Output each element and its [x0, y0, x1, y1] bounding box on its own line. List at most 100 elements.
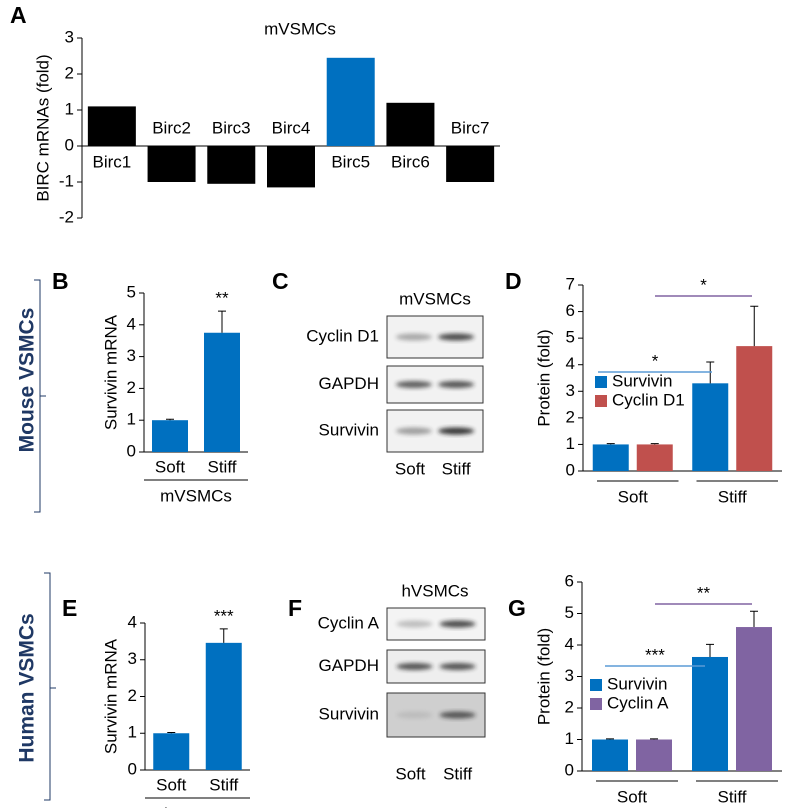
y-tick-label: 1 [565, 729, 574, 748]
panel-label: B [52, 268, 69, 294]
significance: *** [645, 645, 665, 664]
blot-band [439, 711, 476, 719]
x-tick-label: Stiff [209, 775, 238, 794]
bar-label: Birc6 [391, 152, 430, 171]
error-bar [167, 732, 176, 734]
x-tick-label: Soft [156, 775, 187, 794]
panel-label: F [288, 595, 302, 621]
bar [736, 627, 772, 771]
x-axis-label: mVSMCs [160, 486, 232, 505]
bar [204, 332, 240, 452]
bar [692, 656, 728, 771]
blot-row-label: GAPDH [319, 656, 379, 675]
y-tick-label: 3 [128, 649, 137, 668]
legend-label: Cyclin D1 [612, 390, 685, 409]
blot-row-label: GAPDH [319, 374, 379, 393]
bar [592, 444, 629, 471]
y-tick-label: 6 [566, 301, 575, 320]
panel-label: A [10, 2, 27, 28]
error-bar [650, 443, 659, 445]
bar [636, 739, 672, 771]
y-tick-label: -2 [59, 207, 74, 226]
x-tick-label: Stiff [718, 787, 747, 806]
legend-label: Cyclin A [607, 693, 669, 712]
bar-label: Birc4 [272, 118, 311, 137]
legend-label: Survivin [607, 674, 667, 693]
y-tick-label: 2 [65, 63, 74, 82]
blot-row-label: Survivin [319, 704, 379, 723]
blot-band [438, 427, 475, 435]
y-axis-label: Survivin mRNA [101, 314, 120, 430]
blot-row-label: Cyclin D1 [306, 326, 379, 345]
bar [446, 146, 495, 182]
blot-lane-label: Soft [395, 459, 426, 478]
bar [207, 146, 256, 184]
y-tick-label: 4 [565, 634, 574, 653]
y-tick-label: 0 [65, 135, 74, 154]
blot-lane-label: Stiff [443, 764, 472, 783]
bar-label: Birc2 [152, 118, 191, 137]
y-tick-label: 1 [127, 410, 136, 429]
error-bar [706, 643, 714, 657]
blot-row-label: Cyclin A [318, 613, 380, 632]
blot-band [396, 663, 433, 670]
y-tick-label: -1 [59, 171, 74, 190]
x-axis-label: hVSMCs [164, 804, 231, 808]
bar [736, 346, 773, 471]
bar [386, 102, 435, 146]
bar [153, 733, 190, 770]
panel-label: E [62, 595, 77, 621]
bar [205, 642, 242, 770]
error-bar [650, 738, 658, 740]
y-axis-label: BIRC mRNAs (fold) [33, 54, 52, 201]
significance: * [652, 351, 659, 370]
legend-swatch [590, 679, 602, 691]
y-axis-label: Protein (fold) [534, 329, 553, 426]
side-label: Human VSMCs [16, 613, 39, 762]
x-tick-label: Soft [617, 787, 648, 806]
significance: ** [215, 289, 229, 308]
y-tick-label: 2 [565, 697, 574, 716]
y-tick-label: 3 [65, 27, 74, 46]
bar [592, 739, 628, 771]
y-tick-label: 5 [566, 328, 575, 347]
bar-label: Birc1 [92, 152, 131, 171]
blot-band [396, 620, 433, 628]
blot-band [395, 427, 432, 435]
y-tick-label: 5 [127, 282, 136, 301]
y-tick-label: 4 [566, 354, 575, 373]
blot-header: hVSMCs [401, 581, 468, 600]
y-axis-label: Survivin mRNA [101, 638, 120, 754]
legend-label: Survivin [612, 371, 672, 390]
error-bar [218, 310, 226, 333]
panel-label: D [505, 268, 522, 294]
y-tick-label: 1 [128, 723, 137, 742]
bar [87, 106, 136, 146]
y-tick-label: 2 [128, 686, 137, 705]
blot-lane-label: Soft [395, 764, 426, 783]
y-tick-label: 0 [566, 460, 575, 479]
side-label: Mouse VSMCs [16, 308, 39, 453]
y-tick-label: 3 [565, 666, 574, 685]
y-tick-label: 0 [565, 760, 574, 779]
y-tick-label: 5 [565, 603, 574, 622]
x-tick-label: Soft [155, 457, 186, 476]
bar [147, 146, 196, 182]
bar [267, 146, 315, 188]
chart-title: mVSMCs [264, 19, 336, 38]
y-tick-label: 0 [128, 759, 137, 778]
bracket [44, 572, 56, 801]
blot-band [438, 333, 475, 341]
x-tick-label: Stiff [718, 487, 747, 506]
blot-header: mVSMCs [399, 289, 471, 308]
bar [636, 444, 673, 471]
bar [326, 57, 375, 146]
error-bar [750, 610, 758, 628]
y-tick-label: 7 [566, 274, 575, 293]
error-bar [606, 738, 614, 740]
legend-swatch [595, 395, 607, 407]
bar-label: Birc5 [331, 152, 370, 171]
y-axis-label: Protein (fold) [534, 628, 553, 725]
y-tick-label: 1 [65, 99, 74, 118]
